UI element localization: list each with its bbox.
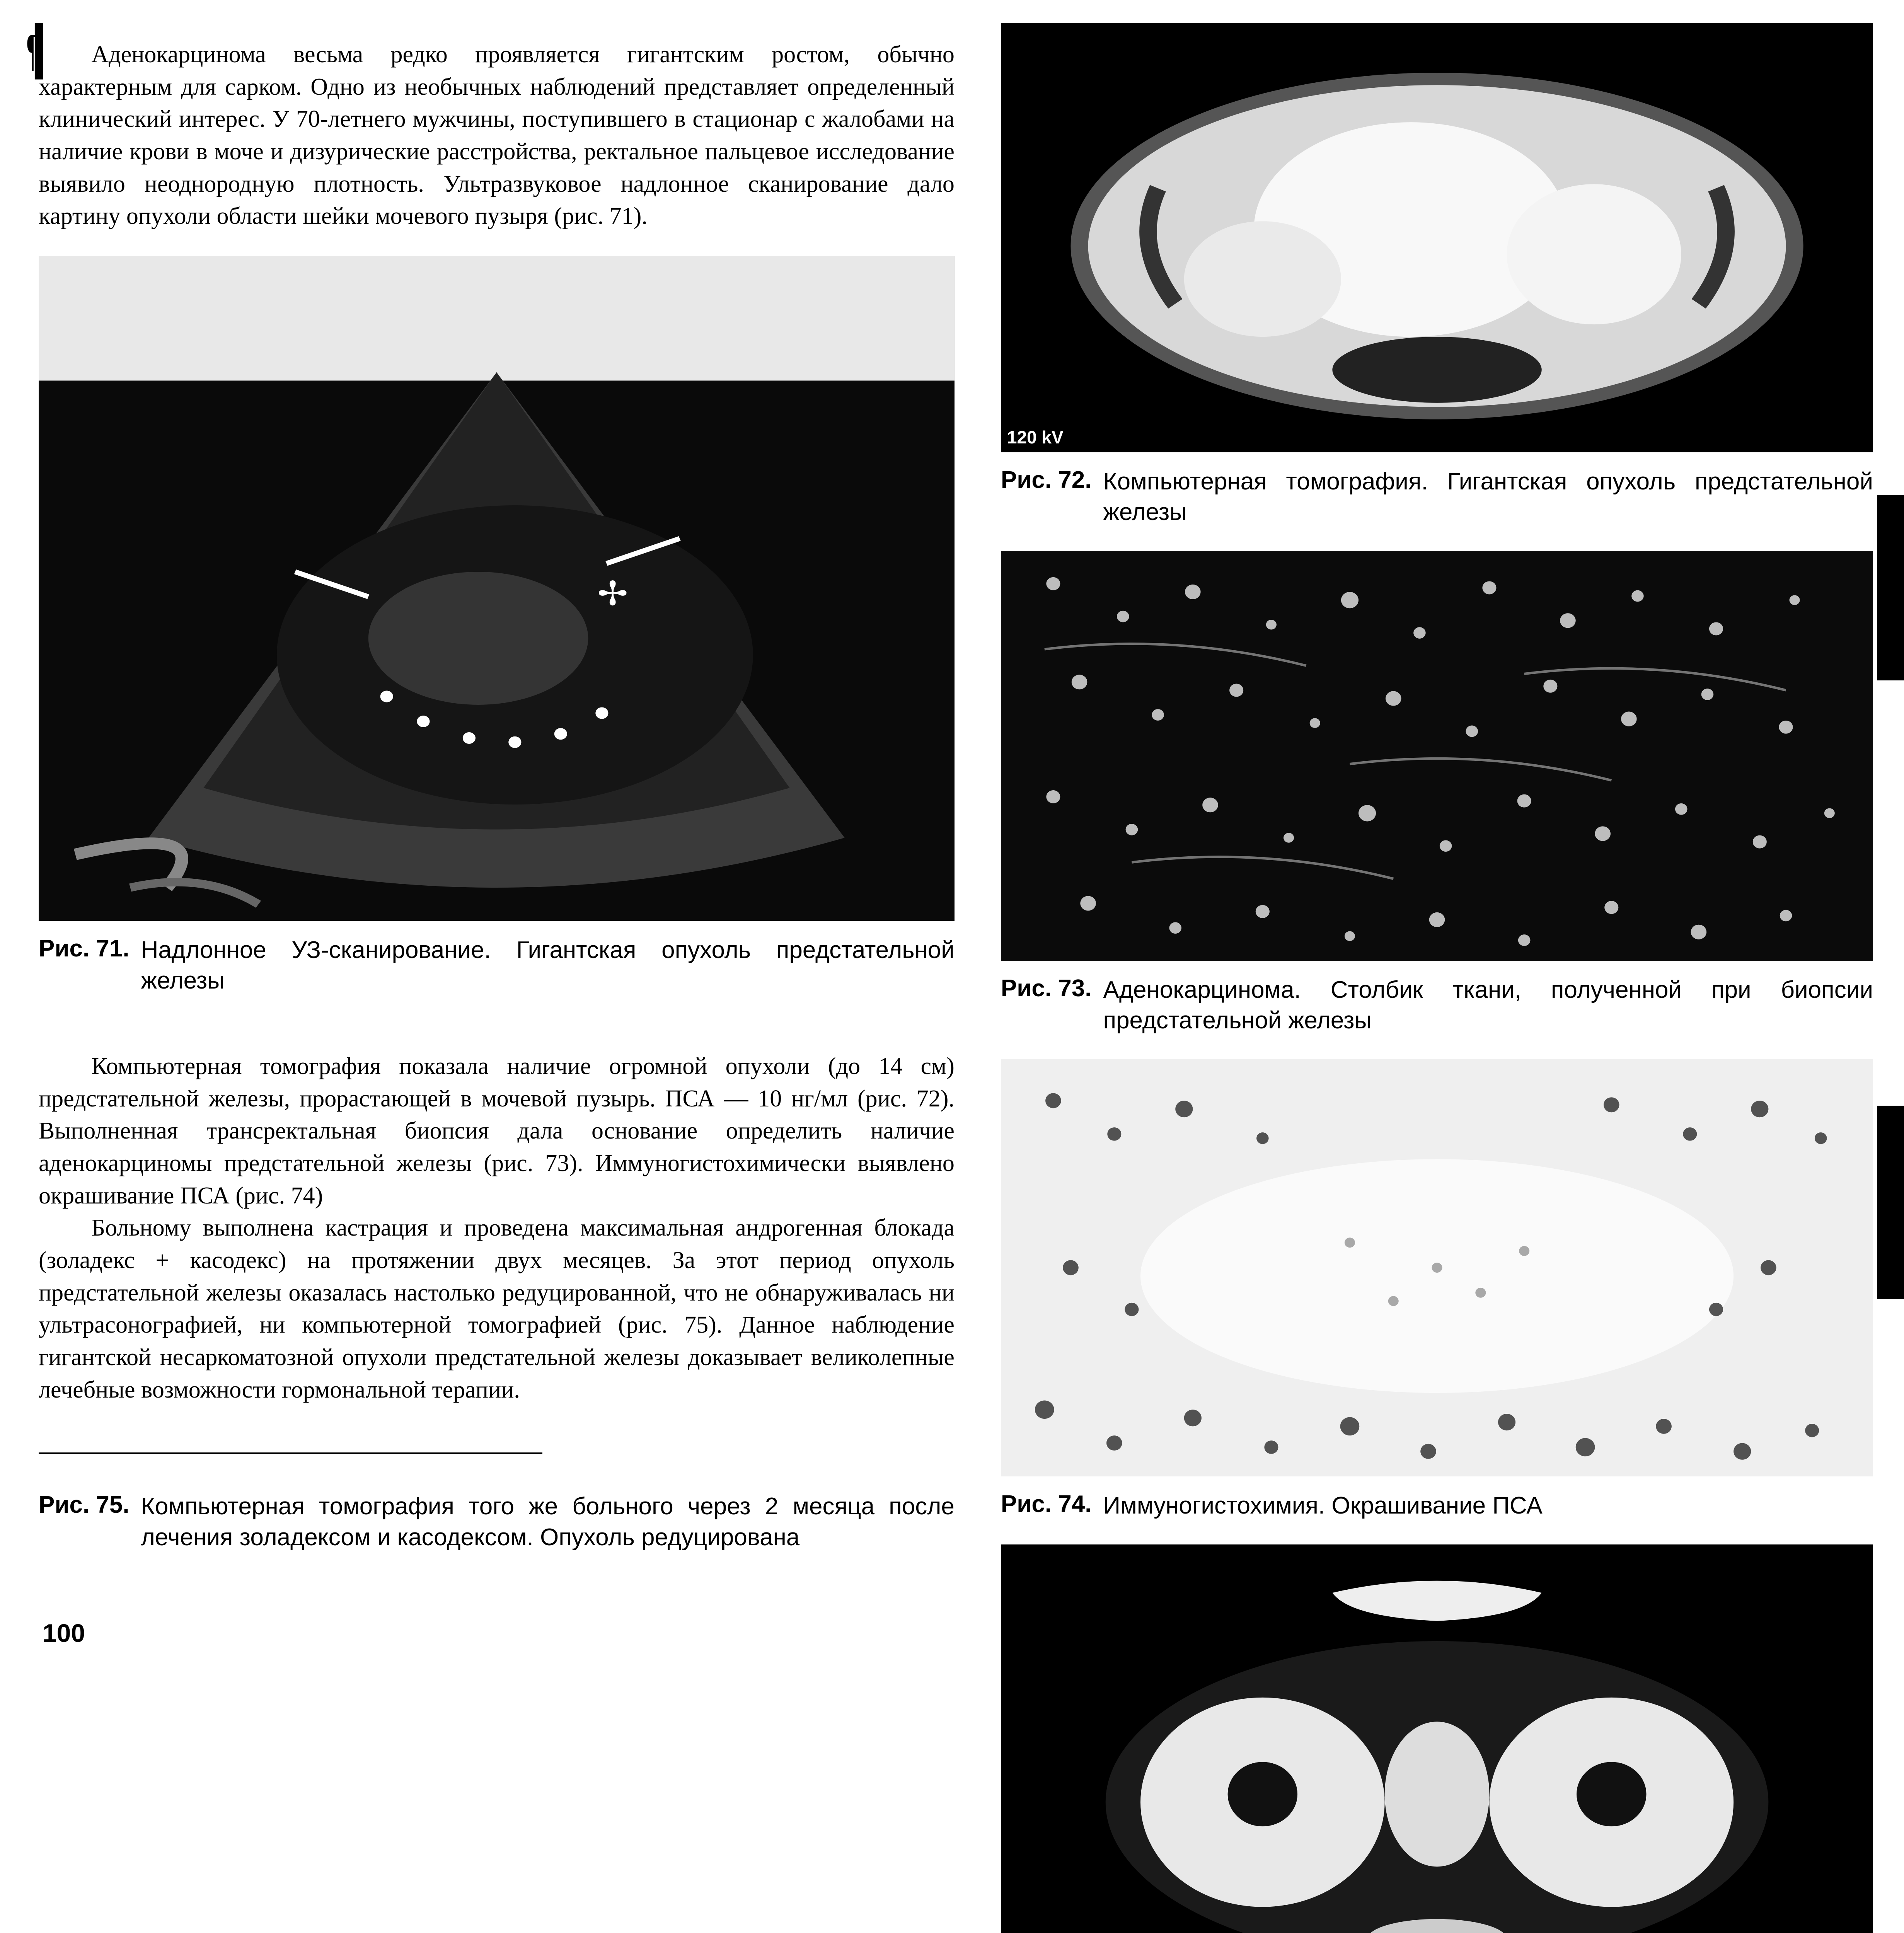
figure-75-image — [1001, 1544, 1873, 1933]
figure-label: Рис. 72. — [1001, 466, 1092, 494]
figure-75-caption: Рис. 75. Компьютерная томография того же… — [39, 1491, 955, 1553]
figure-73-image — [1001, 551, 1873, 961]
figure-text: Надлонное УЗ-сканирование. Гигантская оп… — [141, 935, 955, 996]
figure-label: Рис. 74. — [1001, 1490, 1092, 1518]
figure-text: Аденокарцинома. Столбик ткани, получен­н… — [1103, 975, 1873, 1036]
page-edge-tab — [1877, 1106, 1904, 1299]
page-number: 100 — [43, 1618, 955, 1648]
figure-label: Рис. 75. — [39, 1491, 130, 1519]
figure-text: Иммуногистохимия. Окрашивание ПСА — [1103, 1490, 1543, 1521]
figure-71-caption: Рис. 71. Надлонное УЗ-сканирование. Гига… — [39, 935, 955, 996]
figure-text: Компьютерная томография. Гигантская опу­… — [1103, 466, 1873, 528]
svg-text:✢: ✢ — [597, 575, 628, 612]
figure-label: Рис. 71. — [39, 935, 130, 962]
figure-71-image: ✢ — [39, 256, 955, 921]
figure-73-caption: Рис. 73. Аденокарцинома. Столбик ткани, … — [1001, 975, 1873, 1036]
figure-label: Рис. 73. — [1001, 975, 1092, 1002]
figure-74-image — [1001, 1059, 1873, 1476]
left-column: Аденокарцинома весьма редко проявляется … — [39, 23, 955, 1933]
figure-72-image: 120 kV — [1001, 23, 1873, 452]
paragraph-1: Аденокарцинома весьма редко проявляется … — [39, 39, 955, 233]
figure-72-caption: Рис. 72. Компьютерная томография. Гигант… — [1001, 466, 1873, 528]
paragraph-3: Больному выполнена кастрация и проведена… — [39, 1212, 955, 1406]
figure-74-caption: Рис. 74. Иммуногистохимия. Окрашивание П… — [1001, 1490, 1873, 1521]
page-edge-tab — [1877, 495, 1904, 680]
separator-rule — [39, 1452, 542, 1454]
right-column: 120 kV Рис. 72. Компьютерная томография.… — [1001, 23, 1873, 1933]
paragraph-2: Компьютерная томография показала наличие… — [39, 1050, 955, 1212]
scan-artifact: ¶▌ — [26, 23, 47, 77]
figure-text: Компьютерная томография того же боль­ног… — [141, 1491, 955, 1553]
ct-kv-label: 120 kV — [1007, 427, 1064, 448]
page-content: Аденокарцинома весьма редко проявляется … — [39, 23, 1873, 1933]
